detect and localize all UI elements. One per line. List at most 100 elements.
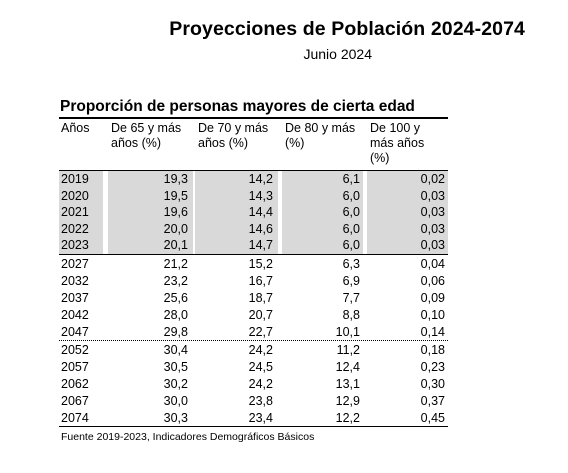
- value-65-plus-cell: 30,5: [163, 359, 188, 374]
- table-top-rule: [59, 117, 448, 119]
- value-100-plus-cell: 0,09: [420, 290, 445, 305]
- year-cell: 2057: [61, 359, 89, 374]
- value-65-plus-cell: 19,5: [163, 188, 188, 203]
- value-70-plus-cell: 23,4: [248, 410, 273, 425]
- value-80-plus-cell: 6,3: [342, 257, 360, 271]
- value-65-plus-cell: 21,2: [163, 257, 188, 271]
- value-70-plus-cell: 24,2: [248, 376, 273, 391]
- shade-col1-block: [108, 171, 193, 254]
- value-70-plus-cell: 15,2: [248, 257, 273, 271]
- year-cell: 2067: [61, 393, 89, 408]
- value-100-plus-cell: 0,02: [420, 172, 445, 186]
- value-80-plus-cell: 10,1: [335, 324, 360, 339]
- table-row: 2020 19,5 14,3 6,0 0,03: [0, 188, 568, 205]
- value-70-plus-cell: 23,8: [248, 393, 273, 408]
- header-bottom-rule: [59, 170, 448, 171]
- value-80-plus-cell: 6,0: [342, 221, 360, 236]
- header-years: Años: [61, 121, 90, 135]
- value-80-plus-cell: 6,0: [342, 205, 360, 220]
- value-65-plus-cell: 23,2: [163, 273, 188, 288]
- table-row: 2042 28,0 20,7 8,8 0,10: [0, 307, 568, 324]
- shade-years-block: [59, 171, 103, 254]
- year-cell: 2037: [61, 290, 89, 305]
- table-bottom-rule: [59, 426, 448, 427]
- value-100-plus-cell: 0,06: [420, 273, 445, 288]
- document-title: Proyecciones de Población 2024-2074: [169, 18, 525, 40]
- value-80-plus-cell: 6,1: [342, 172, 360, 186]
- value-80-plus-cell: 12,9: [335, 393, 360, 408]
- table-row: 2021 19,6 14,4 6,0 0,03: [0, 204, 568, 221]
- year-cell: 2042: [61, 307, 89, 322]
- value-70-plus-cell: 14,7: [248, 238, 273, 253]
- value-100-plus-cell: 0,03: [420, 238, 445, 253]
- value-65-plus-cell: 20,1: [163, 238, 188, 253]
- value-80-plus-cell: 6,0: [342, 188, 360, 203]
- value-100-plus-cell: 0,18: [420, 343, 445, 357]
- table-row: 2067 30,0 23,8 12,9 0,37: [0, 393, 568, 410]
- table-row: 2052 30,4 24,2 11,2 0,18: [0, 342, 568, 359]
- value-65-plus-cell: 30,3: [163, 410, 188, 425]
- table-row: 2022 20,0 14,6 6,0 0,03: [0, 221, 568, 238]
- table-row: 2057 30,5 24,5 12,4 0,23: [0, 359, 568, 376]
- shade-col2-block: [195, 171, 278, 254]
- value-70-plus-cell: 14,3: [248, 188, 273, 203]
- value-65-plus-cell: 30,0: [163, 393, 188, 408]
- table-row: 2019 19,3 14,2 6,1 0,02: [0, 171, 568, 188]
- value-80-plus-cell: 11,2: [336, 343, 360, 357]
- year-cell: 2062: [61, 376, 89, 391]
- value-80-plus-cell: 13,1: [335, 376, 360, 391]
- table-row: 2037 25,6 18,7 7,7 0,09: [0, 290, 568, 307]
- document-subtitle: Junio 2024: [303, 46, 372, 62]
- year-cell: 2027: [61, 257, 89, 271]
- value-80-plus-cell: 12,4: [335, 359, 360, 374]
- year-cell: 2021: [61, 205, 89, 220]
- value-80-plus-cell: 6,0: [342, 238, 360, 253]
- table-title: Proporción de personas mayores de cierta…: [60, 98, 415, 115]
- value-80-plus-cell: 12,2: [335, 410, 360, 425]
- year-cell: 2074: [61, 410, 89, 425]
- value-100-plus-cell: 0,30: [420, 376, 445, 391]
- table-row: 2023 20,1 14,7 6,0 0,03: [0, 237, 568, 254]
- shade-col4-block: [367, 171, 448, 254]
- header-65-plus: De 65 y más años (%): [111, 121, 182, 150]
- value-100-plus-cell: 0,03: [420, 221, 445, 236]
- observed-block-rule: [59, 254, 448, 255]
- value-65-plus-cell: 20,0: [163, 221, 188, 236]
- table-row: 2027 21,2 15,2 6,3 0,04: [0, 256, 568, 273]
- value-100-plus-cell: 0,14: [420, 324, 445, 339]
- year-cell: 2020: [61, 188, 89, 203]
- value-100-plus-cell: 0,10: [420, 307, 445, 322]
- year-cell: 2023: [61, 238, 89, 253]
- value-70-plus-cell: 14,4: [248, 205, 273, 220]
- year-cell: 2022: [61, 221, 89, 236]
- table-row: 2032 23,2 16,7 6,9 0,06: [0, 273, 568, 290]
- value-65-plus-cell: 19,6: [163, 205, 188, 220]
- value-70-plus-cell: 24,2: [248, 343, 273, 357]
- value-80-plus-cell: 7,7: [342, 290, 360, 305]
- table-row: 2074 30,3 23,4 12,2 0,45: [0, 410, 568, 427]
- value-70-plus-cell: 24,5: [248, 359, 273, 374]
- year-cell: 2032: [61, 273, 89, 288]
- year-cell: 2047: [61, 324, 89, 339]
- shade-col3-block: [282, 171, 363, 254]
- value-65-plus-cell: 25,6: [163, 290, 188, 305]
- table-row: 2047 29,8 22,7 10,1 0,14: [0, 324, 568, 341]
- value-100-plus-cell: 0,04: [420, 257, 445, 271]
- year-cell: 2052: [61, 343, 89, 357]
- value-65-plus-cell: 28,0: [163, 307, 188, 322]
- header-100-plus: De 100 y más años (%): [370, 121, 425, 165]
- value-70-plus-cell: 14,6: [248, 221, 273, 236]
- value-80-plus-cell: 8,8: [342, 307, 360, 322]
- value-100-plus-cell: 0,03: [420, 188, 445, 203]
- mid-dotted-rule: [59, 340, 448, 341]
- value-100-plus-cell: 0,45: [420, 410, 445, 425]
- header-70-plus: De 70 y más años (%): [198, 121, 269, 150]
- value-70-plus-cell: 18,7: [248, 290, 273, 305]
- value-70-plus-cell: 22,7: [248, 324, 273, 339]
- value-100-plus-cell: 0,23: [420, 359, 445, 374]
- value-65-plus-cell: 30,2: [163, 376, 188, 391]
- value-65-plus-cell: 30,4: [163, 343, 188, 357]
- value-65-plus-cell: 29,8: [163, 324, 188, 339]
- table-row: 2062 30,2 24,2 13,1 0,30: [0, 376, 568, 393]
- value-65-plus-cell: 19,3: [163, 172, 188, 186]
